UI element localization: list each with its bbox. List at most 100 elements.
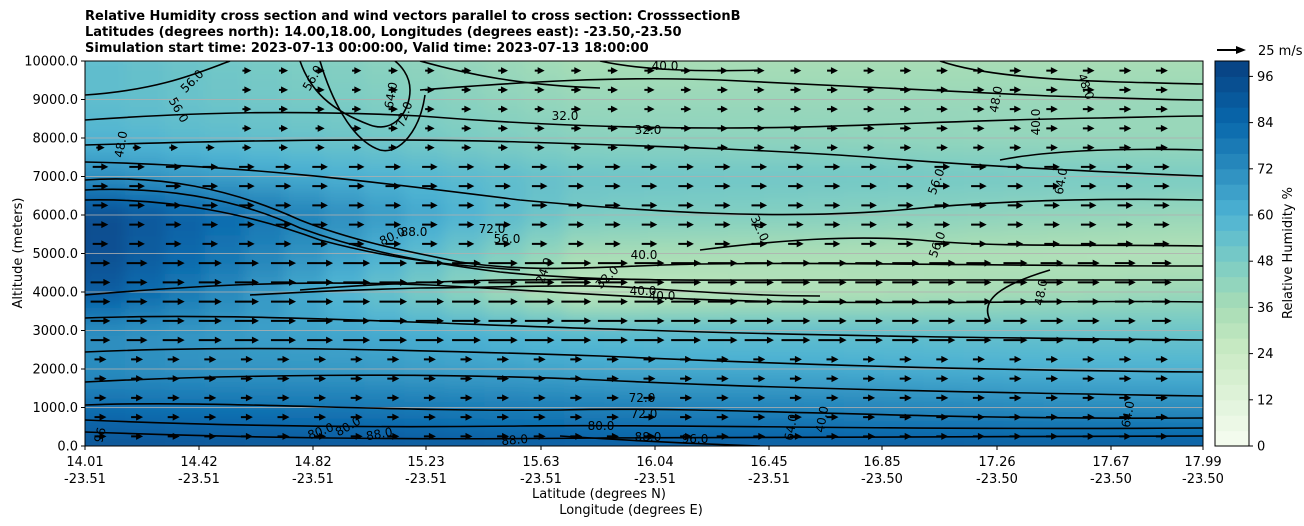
wind-vector-head — [428, 432, 436, 440]
humidity-cell — [404, 369, 446, 380]
colorbar-block — [1215, 168, 1249, 185]
humidity-cell — [564, 446, 605, 457]
humidity-cell — [324, 186, 366, 197]
wind-vector-head — [251, 317, 259, 325]
humidity-cell — [164, 330, 206, 342]
wind-vector-head — [326, 298, 334, 306]
wind-vector-head — [620, 259, 628, 267]
humidity-cell — [444, 446, 485, 457]
humidity-cell — [803, 253, 845, 265]
humidity-cell — [244, 436, 286, 446]
wind-vector-head — [500, 144, 508, 152]
humidity-cell — [164, 176, 206, 188]
humidity-cell — [444, 330, 486, 342]
contour-label: 88.0 — [401, 225, 428, 239]
humidity-cell — [284, 330, 326, 342]
humidity-cell — [484, 195, 526, 207]
humidity-cell — [723, 80, 765, 91]
wind-vector-head — [766, 298, 774, 306]
humidity-cell — [1083, 186, 1125, 197]
humidity-cell — [164, 407, 206, 419]
humidity-cell — [963, 80, 1005, 91]
wind-vector-head — [392, 413, 400, 421]
wind-vector-head — [979, 163, 987, 171]
humidity-cell — [723, 195, 765, 207]
humidity-cell — [644, 359, 685, 370]
humidity-cell — [444, 61, 486, 62]
humidity-cell — [1123, 234, 1165, 245]
humidity-cell — [564, 118, 606, 130]
humidity-cell — [444, 426, 486, 438]
wind-vector-head — [137, 163, 145, 171]
humidity-cell — [1163, 166, 1203, 178]
humidity-cell — [484, 138, 526, 149]
humidity-cell — [883, 61, 925, 72]
x-axis-label-latitude: Latitude (degrees N) — [532, 487, 666, 502]
contour-line — [986, 269, 1051, 321]
wind-vector-head — [620, 298, 628, 306]
wind-vector-head — [1160, 432, 1168, 440]
humidity-cell — [364, 234, 406, 245]
wind-vector-head — [427, 67, 435, 75]
humidity-cell — [963, 340, 1005, 351]
humidity-cell — [324, 80, 366, 91]
humidity-cell — [803, 138, 845, 149]
wind-vector-head — [1124, 124, 1132, 132]
wind-vector-head — [400, 298, 408, 306]
humidity-cell — [524, 407, 566, 419]
humidity-cell — [1043, 407, 1085, 419]
humidity-cell — [524, 359, 566, 370]
wind-vector-head — [172, 413, 180, 421]
wind-vector-head — [867, 105, 875, 113]
wind-vector-head — [1126, 240, 1134, 248]
humidity-cell — [524, 61, 566, 62]
humidity-cell — [923, 61, 965, 62]
humidity-cell — [963, 301, 1005, 313]
humidity-cell — [404, 234, 446, 245]
humidity-cell — [803, 205, 845, 216]
wind-vector-head — [613, 240, 621, 248]
wind-vector-head — [611, 432, 619, 440]
humidity-cell — [484, 99, 526, 111]
humidity-cell — [644, 80, 685, 91]
humidity-cell — [364, 340, 406, 351]
humidity-cell — [284, 417, 326, 428]
contour-line — [85, 419, 1203, 430]
humidity-cell — [404, 166, 446, 178]
humidity-cell — [1123, 243, 1165, 255]
humidity-cell — [883, 205, 925, 216]
wind-vector-head — [694, 298, 702, 306]
wind-vector-head — [282, 394, 290, 402]
humidity-cell — [484, 157, 526, 168]
humidity-cell — [324, 388, 366, 399]
humidity-cell — [164, 426, 206, 438]
colorbar-block — [1215, 107, 1249, 124]
humidity-cell — [85, 243, 126, 255]
wind-vector-head — [394, 182, 402, 190]
y-tick-label: 9000.0 — [33, 93, 79, 108]
wind-vector-head — [868, 355, 876, 363]
humidity-cell — [723, 234, 765, 245]
humidity-cell — [843, 215, 885, 226]
humidity-cell — [204, 166, 246, 178]
humidity-cell — [763, 224, 805, 236]
humidity-cell — [204, 99, 246, 111]
wind-vector-head — [685, 413, 693, 421]
humidity-cell — [683, 311, 725, 322]
colorbar-block — [1215, 399, 1249, 416]
humidity-cell — [1123, 138, 1165, 149]
humidity-cell — [524, 109, 566, 120]
humidity-cell — [723, 397, 765, 409]
humidity-cell — [883, 417, 925, 428]
humidity-cell — [843, 426, 885, 438]
humidity-cell — [604, 99, 645, 111]
humidity-cell — [683, 272, 725, 284]
humidity-cell — [883, 349, 925, 361]
humidity-cell — [683, 282, 725, 293]
colorbar-tick-label: 0 — [1257, 440, 1265, 455]
humidity-cell — [85, 61, 126, 72]
humidity-cell — [604, 243, 645, 255]
humidity-cell — [1083, 147, 1125, 159]
humidity-cell — [204, 301, 246, 313]
humidity-cell — [843, 99, 885, 111]
